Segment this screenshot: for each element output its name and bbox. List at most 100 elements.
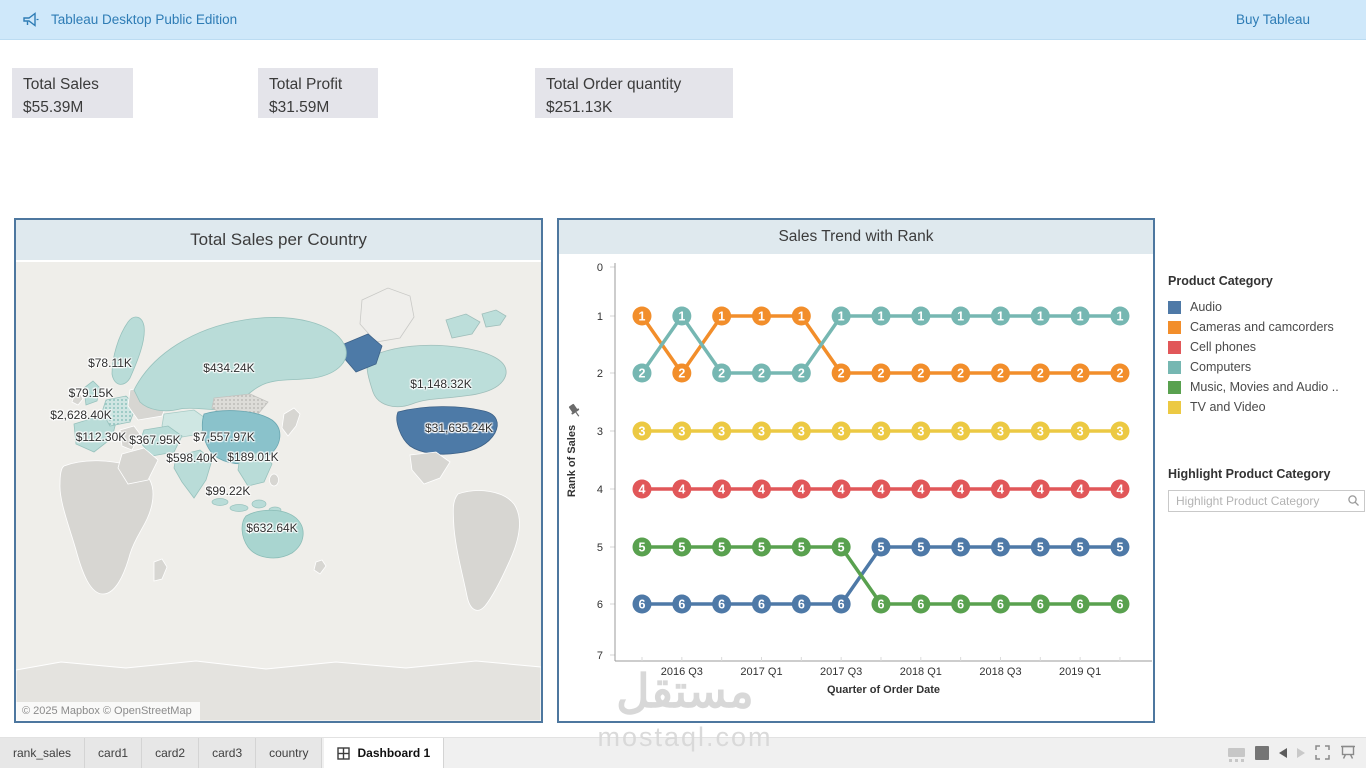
rank-mark[interactable] bbox=[871, 594, 891, 614]
rank-mark[interactable] bbox=[791, 421, 811, 441]
rank-mark[interactable] bbox=[871, 537, 891, 557]
next-arrow-icon[interactable] bbox=[1297, 747, 1305, 758]
filmstrip-icon[interactable] bbox=[1228, 748, 1245, 762]
rank-mark[interactable] bbox=[672, 594, 692, 614]
tab-rank-sales[interactable]: rank_sales bbox=[0, 738, 86, 768]
rank-mark[interactable] bbox=[990, 306, 1010, 326]
rank-mark[interactable] bbox=[990, 537, 1010, 557]
rank-mark[interactable] bbox=[1070, 594, 1090, 614]
rank-mark[interactable] bbox=[871, 479, 891, 499]
rank-mark[interactable] bbox=[791, 479, 811, 499]
rank-mark[interactable] bbox=[751, 306, 771, 326]
rank-mark[interactable] bbox=[751, 479, 771, 499]
rank-mark[interactable] bbox=[911, 537, 931, 557]
fullscreen-icon[interactable] bbox=[1315, 745, 1330, 760]
rank-mark[interactable] bbox=[632, 537, 652, 557]
rank-mark[interactable] bbox=[1110, 363, 1130, 383]
rank-mark[interactable] bbox=[1030, 479, 1050, 499]
rank-mark[interactable] bbox=[871, 421, 891, 441]
rank-mark[interactable] bbox=[1030, 363, 1050, 383]
legend-item-computers[interactable]: Computers bbox=[1168, 357, 1364, 377]
rank-mark[interactable] bbox=[791, 594, 811, 614]
legend-item-cell-phones[interactable]: Cell phones bbox=[1168, 337, 1364, 357]
tab-card3[interactable]: card3 bbox=[199, 738, 257, 768]
rank-mark[interactable] bbox=[1070, 421, 1090, 441]
rank-mark[interactable] bbox=[712, 537, 732, 557]
rank-mark[interactable] bbox=[751, 363, 771, 383]
rank-mark[interactable] bbox=[1030, 537, 1050, 557]
rank-mark[interactable] bbox=[632, 363, 652, 383]
rank-mark[interactable] bbox=[951, 306, 971, 326]
rank-mark[interactable] bbox=[791, 306, 811, 326]
rank-mark[interactable] bbox=[831, 479, 851, 499]
rank-mark[interactable] bbox=[1110, 479, 1130, 499]
legend-item-music-movies[interactable]: Music, Movies and Audio .. bbox=[1168, 377, 1364, 397]
pushpin-icon[interactable] bbox=[567, 403, 582, 419]
show-tabs-icon[interactable] bbox=[1255, 745, 1269, 760]
rank-mark[interactable] bbox=[751, 537, 771, 557]
rank-mark[interactable] bbox=[791, 363, 811, 383]
legend-item-audio[interactable]: Audio bbox=[1168, 297, 1364, 317]
rank-mark[interactable] bbox=[632, 421, 652, 441]
rank-mark[interactable] bbox=[951, 363, 971, 383]
rank-mark[interactable] bbox=[911, 363, 931, 383]
rank-mark[interactable] bbox=[831, 421, 851, 441]
rank-mark[interactable] bbox=[831, 363, 851, 383]
highlight-search-input[interactable] bbox=[1168, 490, 1365, 512]
rank-mark[interactable] bbox=[1030, 421, 1050, 441]
rank-mark[interactable] bbox=[831, 306, 851, 326]
tab-country[interactable]: country bbox=[256, 738, 323, 768]
rank-mark[interactable] bbox=[1030, 306, 1050, 326]
rank-mark[interactable] bbox=[672, 421, 692, 441]
rank-mark[interactable] bbox=[1110, 306, 1130, 326]
rank-mark[interactable] bbox=[632, 479, 652, 499]
rank-mark[interactable] bbox=[1070, 537, 1090, 557]
tab-dashboard-1[interactable]: Dashboard 1 bbox=[324, 738, 445, 768]
rank-mark[interactable] bbox=[712, 479, 732, 499]
rank-mark[interactable] bbox=[951, 421, 971, 441]
rank-mark[interactable] bbox=[1110, 421, 1130, 441]
map-attribution[interactable]: © 2025 Mapbox © OpenStreetMap bbox=[16, 702, 200, 721]
rank-mark[interactable] bbox=[911, 421, 931, 441]
rank-mark[interactable] bbox=[990, 479, 1010, 499]
rank-mark[interactable] bbox=[951, 594, 971, 614]
rank-mark[interactable] bbox=[871, 363, 891, 383]
world-map[interactable]: $78.11K $434.24K $79.15K $2,628.40K $112.30K… bbox=[16, 262, 541, 721]
rank-mark[interactable] bbox=[672, 306, 692, 326]
rank-mark[interactable] bbox=[632, 306, 652, 326]
rank-mark[interactable] bbox=[712, 306, 732, 326]
rank-mark[interactable] bbox=[1110, 537, 1130, 557]
presentation-mode-icon[interactable] bbox=[1340, 745, 1356, 760]
rank-mark[interactable] bbox=[1070, 306, 1090, 326]
rank-mark[interactable] bbox=[672, 363, 692, 383]
rank-mark[interactable] bbox=[990, 421, 1010, 441]
rank-mark[interactable] bbox=[871, 306, 891, 326]
rank-mark[interactable] bbox=[951, 479, 971, 499]
legend-item-cameras[interactable]: Cameras and camcorders bbox=[1168, 317, 1364, 337]
rank-mark[interactable] bbox=[990, 594, 1010, 614]
rank-mark[interactable] bbox=[1070, 363, 1090, 383]
rank-mark[interactable] bbox=[672, 479, 692, 499]
rank-mark[interactable] bbox=[831, 537, 851, 557]
legend-item-tv-video[interactable]: TV and Video bbox=[1168, 397, 1364, 417]
rank-mark[interactable] bbox=[751, 594, 771, 614]
previous-arrow-icon[interactable] bbox=[1279, 747, 1287, 758]
rank-mark[interactable] bbox=[632, 594, 652, 614]
rank-mark[interactable] bbox=[831, 594, 851, 614]
rank-mark[interactable] bbox=[672, 537, 692, 557]
buy-tableau-link[interactable]: Buy Tableau bbox=[1235, 12, 1310, 27]
tab-card1[interactable]: card1 bbox=[85, 738, 143, 768]
rank-mark[interactable] bbox=[712, 421, 732, 441]
world-map-svg[interactable] bbox=[16, 262, 541, 721]
rank-mark[interactable] bbox=[1070, 479, 1090, 499]
rank-mark[interactable] bbox=[751, 421, 771, 441]
rank-mark[interactable] bbox=[712, 363, 732, 383]
rank-mark[interactable] bbox=[911, 594, 931, 614]
rank-mark[interactable] bbox=[1030, 594, 1050, 614]
rank-mark[interactable] bbox=[911, 479, 931, 499]
rank-mark[interactable] bbox=[911, 306, 931, 326]
rank-mark[interactable] bbox=[951, 537, 971, 557]
rank-bump-chart[interactable]: 0 1 2 3 4 5 6 7 2016 Q3 2017 Q1 2017 Q3 2018 Q1 2018… bbox=[559, 256, 1153, 721]
rank-mark[interactable] bbox=[791, 537, 811, 557]
rank-mark[interactable] bbox=[990, 363, 1010, 383]
